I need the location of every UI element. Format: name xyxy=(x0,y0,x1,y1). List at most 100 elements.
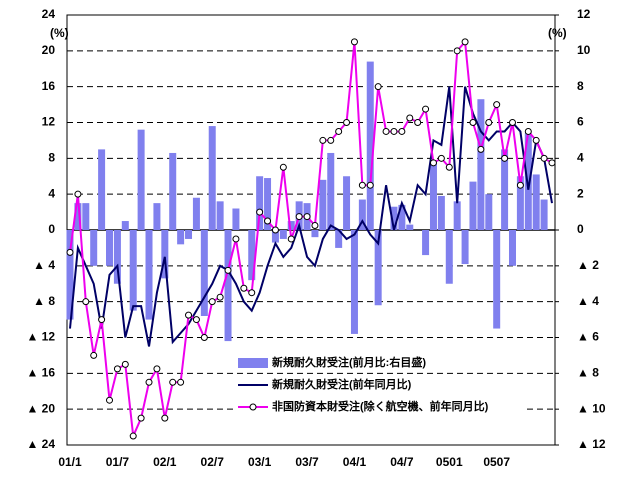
point xyxy=(540,154,548,162)
y-tick-label: ▲ 12 xyxy=(26,330,55,344)
point xyxy=(366,181,374,189)
bar xyxy=(453,201,461,230)
point xyxy=(406,114,414,122)
y-tick-label: 8 xyxy=(48,151,55,165)
point xyxy=(106,396,114,404)
point xyxy=(469,119,477,126)
bar xyxy=(129,230,137,311)
bar xyxy=(66,230,74,320)
y2-tick-label: 0 xyxy=(577,222,584,236)
point xyxy=(208,298,216,306)
y-tick-label: 12 xyxy=(42,115,56,129)
bar xyxy=(406,224,414,230)
bar xyxy=(200,230,208,316)
x-tick-label: 04/1 xyxy=(343,455,367,469)
y2-tick-label: ▲ 8 xyxy=(577,366,599,380)
y2-tick-label: ▲ 2 xyxy=(577,258,599,272)
bar xyxy=(508,230,516,266)
legend-marker xyxy=(249,403,257,411)
legend-label: 非国防資本財受注(除く航空機、前年同月比) xyxy=(272,399,489,413)
bar xyxy=(358,199,366,230)
point xyxy=(445,163,453,171)
bar xyxy=(311,230,319,238)
bar xyxy=(343,176,351,230)
bar xyxy=(279,230,287,239)
y-tick-label: ▲ 8 xyxy=(33,294,55,308)
point xyxy=(224,266,232,274)
bar xyxy=(429,161,437,230)
point xyxy=(295,213,303,221)
y-tick-label: 4 xyxy=(48,186,55,200)
point xyxy=(82,298,90,306)
point xyxy=(390,127,398,135)
y2-tick-label: 2 xyxy=(577,186,584,200)
bar xyxy=(208,126,216,230)
point xyxy=(485,119,493,126)
point xyxy=(287,235,295,243)
x-tick-label: 02/7 xyxy=(201,455,225,469)
point xyxy=(303,213,311,221)
x-tick-label: 03/7 xyxy=(295,455,319,469)
point xyxy=(232,235,240,243)
bar xyxy=(153,203,161,230)
y2-tick-label: 6 xyxy=(577,115,584,129)
legend-label: 新規耐久財受注(前月比:右目盛) xyxy=(272,355,426,369)
point xyxy=(121,360,129,368)
point xyxy=(98,316,106,324)
bar xyxy=(90,230,98,266)
point xyxy=(343,119,351,126)
y-tick-label: 20 xyxy=(42,43,56,57)
point xyxy=(256,208,264,216)
point xyxy=(437,154,445,162)
y-tick-label: ▲ 4 xyxy=(33,258,55,272)
point xyxy=(335,127,343,135)
bar xyxy=(477,99,485,230)
point xyxy=(192,316,200,324)
y2-tick-label: 10 xyxy=(577,43,591,57)
point xyxy=(185,311,193,319)
bar xyxy=(264,178,272,230)
y-unit: (%) xyxy=(50,26,69,40)
x-tick-label: 02/1 xyxy=(153,455,177,469)
bar xyxy=(287,221,295,230)
bar xyxy=(398,204,406,230)
legend-label: 新規耐久財受注(前年同月比) xyxy=(272,377,412,391)
point xyxy=(311,222,319,230)
y-tick-label: ▲ 24 xyxy=(26,437,55,451)
bar xyxy=(169,152,177,230)
point xyxy=(548,159,556,167)
bar xyxy=(501,149,509,230)
point xyxy=(145,378,153,386)
legend-swatch xyxy=(238,358,268,368)
point xyxy=(516,181,524,189)
bar xyxy=(319,179,327,230)
point xyxy=(153,365,161,373)
point xyxy=(327,136,335,144)
legend-bg xyxy=(234,398,524,416)
bar xyxy=(422,230,430,256)
point xyxy=(271,226,279,234)
point xyxy=(414,119,422,126)
x-tick-label: 04/7 xyxy=(390,455,414,469)
bar xyxy=(516,176,524,230)
y2-tick-label: 4 xyxy=(577,151,584,165)
bar xyxy=(469,181,477,230)
bar xyxy=(374,230,382,306)
y2-tick-label: ▲ 4 xyxy=(577,294,599,308)
y-tick-label: ▲ 16 xyxy=(26,366,55,380)
point xyxy=(461,38,469,46)
bar xyxy=(327,152,335,230)
x-tick-label: 03/1 xyxy=(248,455,272,469)
point xyxy=(524,127,532,135)
bar xyxy=(137,129,145,230)
y-tick-label: 24 xyxy=(42,7,56,21)
point xyxy=(319,136,327,144)
point xyxy=(161,414,169,422)
bar xyxy=(532,174,540,230)
point xyxy=(453,47,461,55)
point xyxy=(508,119,516,126)
point xyxy=(279,163,287,171)
y2-tick-label: 8 xyxy=(577,79,584,93)
bar xyxy=(216,201,224,230)
